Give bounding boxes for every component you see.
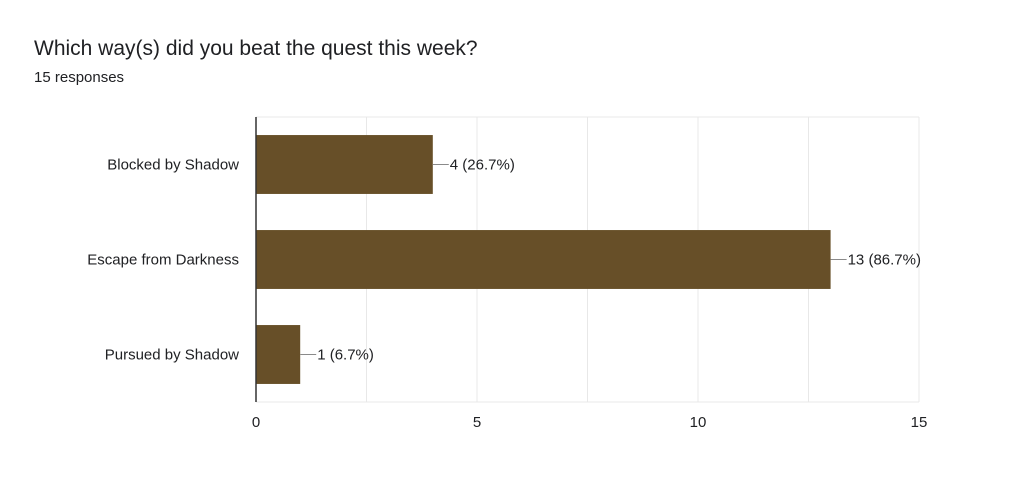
x-tick-label: 10: [690, 414, 707, 431]
question-title: Which way(s) did you beat the quest this…: [34, 37, 478, 60]
bar: [256, 230, 831, 289]
data-label: 13 (86.7%): [848, 252, 921, 269]
data-label: 4 (26.7%): [450, 157, 515, 174]
category-label: Escape from Darkness: [87, 252, 239, 269]
x-tick-label: 5: [473, 414, 481, 431]
response-count: 15 responses: [34, 69, 125, 86]
category-labels: Blocked by Shadow Escape from Darkness Pur…: [87, 157, 239, 364]
bar: [256, 135, 433, 194]
data-label-leaders: [300, 164, 847, 355]
category-label: Blocked by Shadow: [107, 157, 239, 174]
x-tick-label: 0: [252, 414, 260, 431]
category-label: Pursued by Shadow: [105, 347, 239, 364]
data-label: 1 (6.7%): [317, 347, 374, 364]
data-labels: 4 (26.7%) 13 (86.7%) 1 (6.7%): [317, 157, 921, 364]
bars: [256, 135, 831, 384]
bar: [256, 325, 301, 384]
x-tick-labels: 0 5 10 15: [252, 414, 928, 431]
x-tick-label: 15: [911, 414, 928, 431]
